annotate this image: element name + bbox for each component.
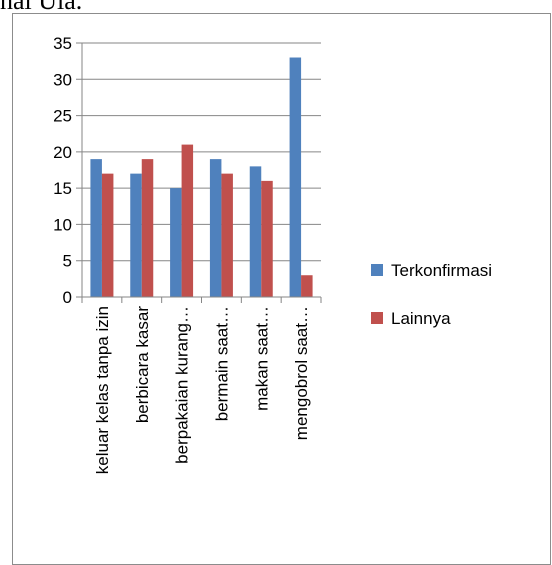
category-label: berbicara kasar xyxy=(133,306,152,424)
category-label: mengobrol saat… xyxy=(292,306,311,440)
y-tick-label: 25 xyxy=(53,107,72,126)
bar-terkonfirmasi xyxy=(249,166,262,297)
legend-swatch-lainnya xyxy=(371,312,383,324)
bar-terkonfirmasi xyxy=(170,188,182,297)
category-label: makan saat… xyxy=(252,306,271,411)
y-tick-label: 0 xyxy=(63,288,72,307)
bar-terkonfirmasi xyxy=(209,159,222,297)
category-label: berpakaian kurang… xyxy=(173,306,192,464)
bar-terkonfirmasi xyxy=(90,159,102,297)
bar-lainnya xyxy=(261,180,273,297)
bar-terkonfirmasi xyxy=(289,57,302,298)
bar-lainnya xyxy=(301,275,313,297)
y-tick-label: 30 xyxy=(53,70,72,89)
y-tick-label: 35 xyxy=(53,34,72,53)
chart-frame: 0 5 10 15 20 25 30 35 keluar kelas tanpa izin ber… xyxy=(12,13,551,565)
bar-lainnya xyxy=(181,144,194,297)
y-tick-label: 15 xyxy=(53,179,72,198)
y-tick-label: 5 xyxy=(63,252,72,271)
bar-lainnya xyxy=(101,173,114,297)
caption-fragment: nal Ula. xyxy=(0,0,83,15)
category-label: bermain saat… xyxy=(212,306,231,421)
legend-swatch-terkonfirmasi xyxy=(371,264,383,276)
bar-chart: 0 5 10 15 20 25 30 35 keluar kelas tanpa izin ber… xyxy=(53,34,492,474)
legend-label-terkonfirmasi: Terkonfirmasi xyxy=(391,261,492,280)
legend-label-lainnya: Lainnya xyxy=(391,309,451,328)
y-tick-label: 20 xyxy=(53,143,72,162)
bar-terkonfirmasi xyxy=(130,173,142,297)
category-label: keluar kelas tanpa izin xyxy=(93,306,112,474)
bar-lainnya xyxy=(221,173,233,297)
bar-lainnya xyxy=(141,159,154,297)
y-tick-label: 10 xyxy=(53,215,72,234)
